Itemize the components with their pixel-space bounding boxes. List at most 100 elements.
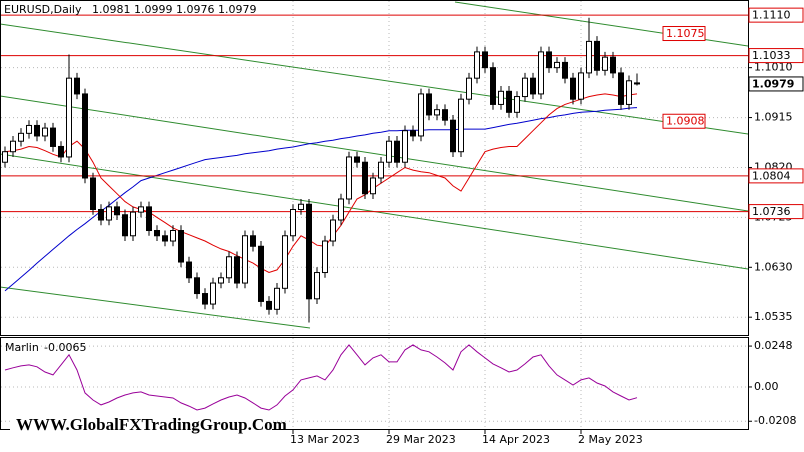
candle-body — [250, 235, 256, 247]
channel-label: 1.1075 — [666, 27, 705, 40]
main-plot — [1, 14, 748, 323]
channel-line — [1, 286, 311, 329]
candle-body — [330, 219, 336, 242]
level-label-box — [748, 204, 804, 220]
candle-body — [498, 90, 504, 105]
candle-body — [130, 211, 136, 237]
candle-body — [514, 96, 520, 113]
candle-body — [594, 40, 600, 71]
ohlc-high: 1.0999 — [134, 3, 173, 16]
axis-layer: 1.05351.06301.07251.08201.09151.10100.02… — [290, 7, 804, 446]
x-tick-label: 13 Mar 2023 — [290, 433, 360, 446]
candle-body — [218, 277, 224, 284]
candle-body — [50, 127, 56, 147]
candle-body — [258, 245, 264, 302]
candle-body — [618, 72, 624, 105]
y-tick-label: 1.0915 — [754, 111, 793, 124]
candle-body — [74, 77, 80, 95]
candle-body — [154, 230, 160, 237]
current-price-label: 1.0979 — [752, 77, 794, 90]
indicator-value: -0.0065 — [44, 341, 86, 354]
candle-body — [234, 256, 240, 284]
candle-body — [10, 140, 16, 153]
candle-body — [266, 300, 272, 310]
candle-body — [18, 132, 24, 142]
channel-line — [1, 95, 748, 212]
level-label-box — [748, 7, 804, 23]
y-tick-label: 0.0248 — [754, 339, 793, 352]
candle-body — [146, 206, 152, 232]
y-tick-label: 1.0535 — [754, 310, 793, 323]
level-label: 1.1110 — [752, 9, 791, 22]
level-label: 1.0736 — [752, 205, 791, 218]
candle-body — [394, 140, 400, 163]
ohlc-close: 1.0979 — [218, 3, 257, 16]
candle-body — [66, 77, 72, 158]
candle-body — [122, 214, 128, 237]
indicator-name: Marlin — [5, 341, 39, 354]
x-tick-label: 14 Apr 2023 — [482, 433, 550, 446]
candle-body — [554, 61, 560, 69]
y-tick-label: -0.0208 — [754, 414, 796, 427]
candle-body — [322, 240, 328, 274]
candle-body — [90, 177, 96, 211]
candle-body — [522, 77, 528, 98]
candle-body — [434, 109, 440, 116]
indicator-line — [4, 344, 638, 411]
candle-body — [338, 198, 344, 221]
level-label: 1.1033 — [752, 49, 791, 62]
watermark-box — [10, 411, 272, 439]
y-tick-label: 0.00 — [754, 380, 779, 393]
current-price-box — [748, 76, 804, 92]
candle-body — [402, 130, 408, 163]
candle-body — [2, 151, 8, 163]
candle-body — [426, 93, 432, 116]
level-label: 1.0804 — [752, 169, 791, 182]
candle-body — [82, 93, 88, 179]
channel-label-box — [662, 26, 706, 42]
candle-body — [634, 82, 640, 85]
candle-body — [26, 124, 32, 134]
candle-body — [586, 40, 592, 74]
channel-line — [1, 23, 748, 135]
candle-body — [98, 209, 104, 221]
candle-body — [418, 93, 424, 137]
candle-body — [578, 72, 584, 100]
candle-body — [370, 177, 376, 195]
x-tick-label: 29 Mar 2023 — [386, 433, 456, 446]
candle-body — [42, 127, 48, 137]
candle-body — [362, 161, 368, 195]
candle-body — [138, 206, 144, 213]
candle-body — [378, 161, 384, 179]
candle-body — [170, 230, 176, 242]
candle-body — [570, 77, 576, 100]
candle-body — [354, 156, 360, 163]
candle-body — [306, 203, 312, 300]
level-label-box — [748, 168, 804, 184]
candle-body — [202, 293, 208, 305]
candle-body — [242, 235, 248, 284]
candle-body — [346, 156, 352, 200]
candle-body — [466, 77, 472, 100]
candle-body — [178, 230, 184, 263]
candle-body — [562, 61, 568, 79]
candle-body — [386, 140, 392, 163]
x-tick-label: 2 May 2023 — [578, 433, 643, 446]
candle-body — [538, 51, 544, 95]
y-tick-label: 1.1010 — [754, 61, 793, 74]
y-tick-label: 1.0630 — [754, 260, 793, 273]
watermark: WWW.GlobalFXTradingGroup.Com — [16, 415, 287, 434]
candle-body — [298, 203, 304, 211]
candle-body — [626, 80, 632, 105]
candle-body — [602, 56, 608, 71]
candle-body — [530, 77, 536, 95]
overlay-line — [4, 93, 638, 274]
chart-title: EURUSD,Daily — [4, 3, 82, 16]
candle-body — [450, 119, 456, 153]
candle-body — [194, 277, 200, 295]
candle-body — [34, 124, 40, 137]
oscillator-frame — [0, 337, 749, 430]
main-frame — [0, 0, 749, 336]
